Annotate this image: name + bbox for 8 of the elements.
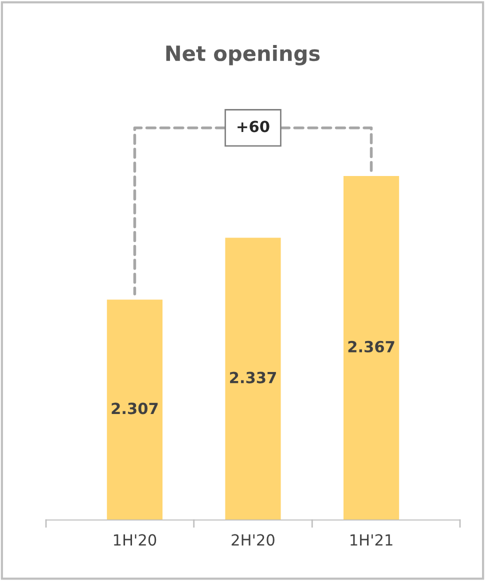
data-label: 2.337 [230, 372, 276, 384]
text: +60 [238, 120, 270, 132]
data-label: 2.307 [112, 402, 158, 414]
x-tick-label: 2H'20 [232, 534, 274, 546]
x-tick-label: 1H'21 [350, 534, 392, 546]
chart-title: Net openings [166, 45, 320, 66]
x-tick-label: 1H'20 [114, 534, 156, 546]
data-label: 2.367 [348, 340, 394, 352]
